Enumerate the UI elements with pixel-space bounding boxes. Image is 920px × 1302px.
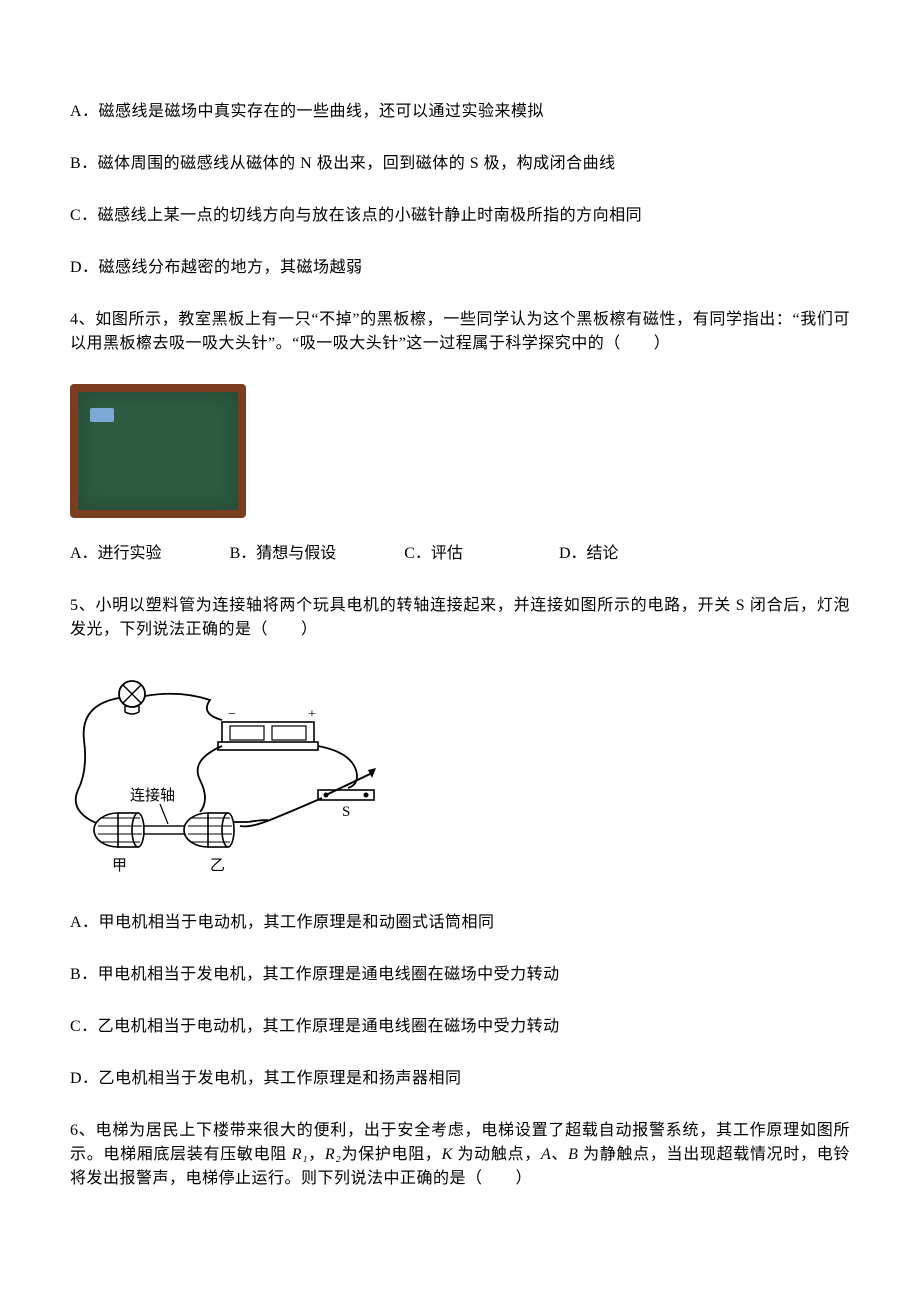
document-page: A．磁感线是磁场中真实存在的一些曲线，还可以通过实验来模拟 B．磁体周围的磁感线… [0, 0, 920, 1302]
q5-option-a: A．甲电机相当于电动机，其工作原理是和动圈式话筒相同 [70, 911, 850, 935]
motor-yi-label: 乙 [210, 858, 225, 874]
q3-option-c: C．磁感线上某一点的切线方向与放在该点的小磁针静止时南极所指的方向相同 [70, 204, 850, 228]
circuit-diagram: − + S 甲 连接轴 [70, 670, 400, 875]
q4-stem: 4、如图所示，教室黑板上有一只“不掉”的黑板檫，一些同学认为这个黑板檫有磁性，有… [70, 308, 850, 356]
q6-comma1: ， [308, 1146, 325, 1163]
motor-jia-label: 甲 [112, 858, 127, 874]
q6-k: K [442, 1146, 453, 1163]
q6-comma2: 、 [551, 1146, 568, 1163]
q4-option-d: D．结论 [559, 542, 619, 566]
q5-figure: − + S 甲 连接轴 [70, 670, 850, 883]
svg-text:+: + [308, 707, 316, 722]
svg-text:−: − [228, 707, 236, 722]
q5-option-b: B．甲电机相当于发电机，其工作原理是通电线圈在磁场中受力转动 [70, 963, 850, 987]
q4-options: A．进行实验 B．猜想与假设 C．评估 D．结论 [70, 542, 850, 566]
switch-label: S [342, 804, 350, 820]
q4-figure [70, 384, 850, 518]
eraser-icon [90, 408, 114, 422]
q5-option-d: D．乙电机相当于发电机，其工作原理是和扬声器相同 [70, 1067, 850, 1091]
q3-option-b: B．磁体周围的磁感线从磁体的 N 极出来，回到磁体的 S 极，构成闭合曲线 [70, 152, 850, 176]
q3-option-d: D．磁感线分布越密的地方，其磁场越弱 [70, 256, 850, 280]
q3-option-a: A．磁感线是磁场中真实存在的一些曲线，还可以通过实验来模拟 [70, 100, 850, 124]
q4-option-b: B．猜想与假设 [230, 542, 337, 566]
q4-option-a: A．进行实验 [70, 542, 162, 566]
q6-mid2: 为动触点， [453, 1146, 541, 1163]
q4-option-c: C．评估 [404, 542, 463, 566]
blackboard-image [70, 384, 246, 518]
q6-b: B [568, 1146, 578, 1163]
q5-option-c: C．乙电机相当于电动机，其工作原理是通电线圈在磁场中受力转动 [70, 1015, 850, 1039]
q6-r2: R₂ [325, 1146, 341, 1163]
axis-label: 连接轴 [130, 787, 175, 804]
q5-stem: 5、小明以塑料管为连接轴将两个玩具电机的转轴连接起来，并连接如图所示的电路，开关… [70, 594, 850, 642]
q6-r1: R₁ [292, 1146, 308, 1163]
q6-mid: 为保护电阻， [341, 1146, 441, 1163]
q6-a: A [541, 1146, 551, 1163]
q6-stem: 6、电梯为居民上下楼带来很大的便利，出于安全考虑，电梯设置了超载自动报警系统，其… [70, 1119, 850, 1191]
